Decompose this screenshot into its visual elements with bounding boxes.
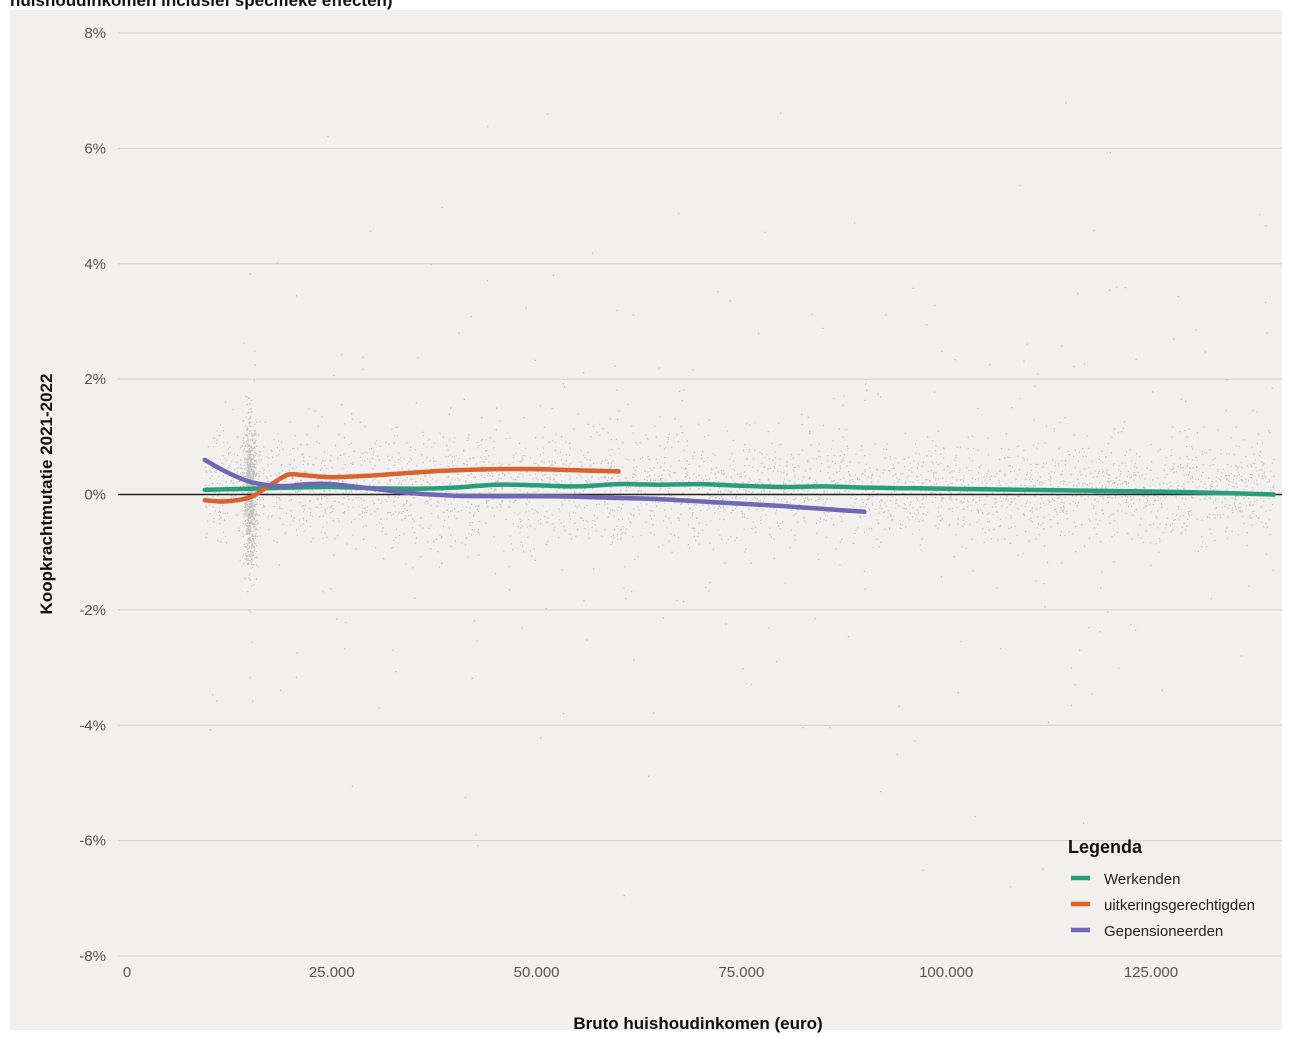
y-tick-label: 6% (84, 140, 106, 157)
legend-label: uitkeringsgerechtigden (1104, 897, 1255, 914)
x-axis-tick-labels: 0 25.000 50.000 75.000 100.000 125.000 (123, 964, 1178, 981)
series-lines (202, 457, 1277, 515)
legend-label: Gepensioneerden (1104, 923, 1223, 940)
y-tick-label: 2% (84, 371, 106, 388)
y-tick-label: -2% (79, 602, 106, 619)
x-tick-label: 75.000 (718, 964, 764, 981)
x-tick-label: 125.000 (1124, 964, 1178, 981)
x-tick-label: 0 (123, 964, 131, 981)
legend-label: Werkenden (1104, 871, 1180, 888)
y-axis-title: Koopkrachtmutatie 2021-2022 (37, 374, 56, 615)
series-line-gepensioneerden (202, 457, 867, 515)
y-axis-tick-labels: 8% 6% 4% 2% 0% -2% -4% -6% -8% (79, 25, 106, 965)
series-line-uitkeringsgerechtigden (202, 466, 621, 504)
chart-title-fragment: huishoudinkomen inclusief specifieke eff… (10, 0, 393, 10)
y-tick-label: 0% (84, 487, 106, 504)
y-tick-label: 4% (84, 256, 106, 273)
bottom-area-background (10, 955, 1282, 1030)
x-tick-label: 25.000 (309, 964, 355, 981)
legend: Legenda Werkenden uitkeringsgerechtigden G… (1068, 837, 1255, 940)
legend-title: Legenda (1068, 837, 1143, 857)
y-tick-label: -4% (79, 717, 106, 734)
y-tick-label: 8% (84, 25, 106, 42)
x-tick-label: 50.000 (514, 964, 560, 981)
y-tick-label: -6% (79, 833, 106, 850)
y-tick-label: -8% (79, 948, 106, 965)
x-tick-label: 100.000 (919, 964, 973, 981)
x-axis-title: Bruto huishoudinkomen (euro) (573, 1014, 822, 1033)
